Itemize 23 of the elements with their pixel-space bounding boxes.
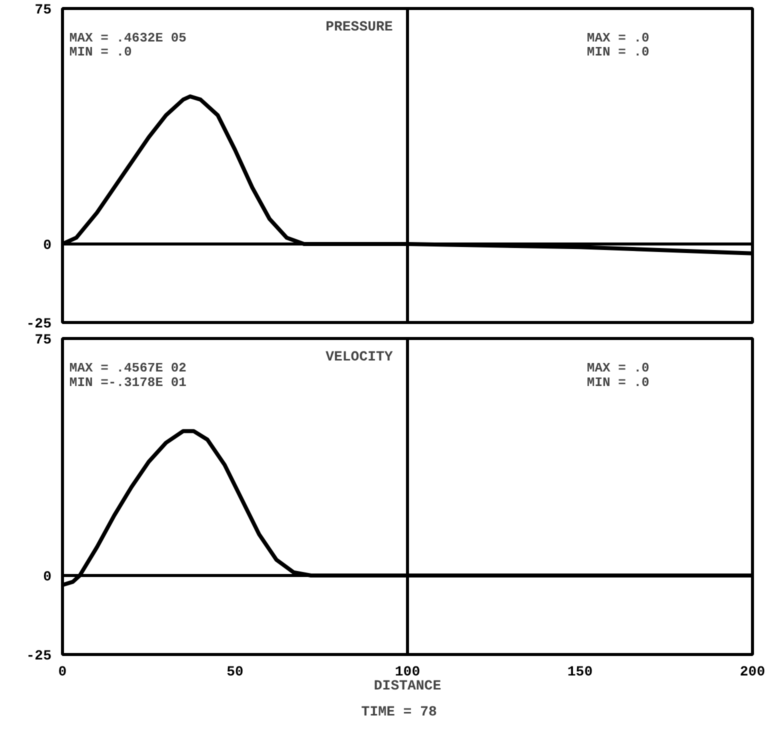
- x-tick-label: 150: [567, 664, 593, 680]
- x-tick-label: 100: [394, 664, 420, 680]
- text: VELOCITY: [326, 350, 394, 366]
- y-tick-label: 0: [43, 570, 52, 586]
- annotation: MAX = .0: [586, 30, 650, 46]
- y-tick-label: 0: [43, 238, 52, 254]
- text: PRESSURE: [326, 19, 393, 36]
- x-tick-label: 200: [740, 664, 766, 680]
- text: TIME = 78: [361, 704, 437, 720]
- y-tick-label: -25: [26, 316, 52, 332]
- annotation: MAX = .4567E 02: [69, 360, 187, 376]
- annotation: MIN = .0: [586, 374, 650, 390]
- annotation: MIN = .0: [586, 44, 650, 60]
- annotation: MIN = .0: [69, 44, 132, 60]
- y-tick-label: 75: [34, 332, 52, 348]
- y-tick-label: 75: [34, 2, 52, 18]
- x-tick-label: 50: [226, 664, 244, 680]
- annotation: MIN =-.3178E 01: [69, 374, 187, 390]
- x-axis-title: DISTANCE: [374, 678, 442, 694]
- x-tick-label: 0: [58, 664, 67, 680]
- annotation: MAX = .0: [586, 360, 650, 376]
- y-tick-label: -25: [26, 648, 52, 664]
- annotation: MAX = .4632E 05: [69, 30, 187, 46]
